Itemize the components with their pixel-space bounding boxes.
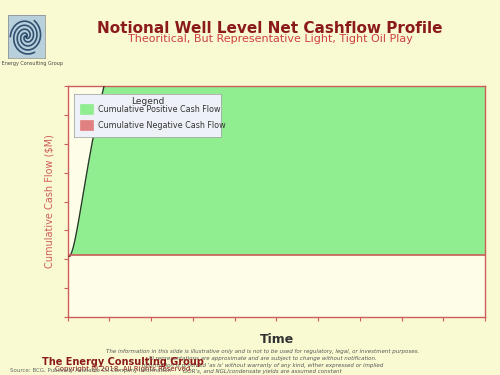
Bar	[80, 120, 93, 130]
Text: Copyright @ 2018. All Rights Reserved: Copyright @ 2018. All Rights Reserved	[55, 366, 190, 372]
Text: Time: Time	[260, 333, 294, 346]
Bar	[80, 104, 93, 114]
Text: The information in this slide is illustrative only and is not to be used for reg: The information in this slide is illustr…	[106, 350, 419, 374]
Y-axis label: Cumulative Cash Flow ($M): Cumulative Cash Flow ($M)	[44, 135, 54, 268]
Text: Notional Well Level Net Cashflow Profile: Notional Well Level Net Cashflow Profile	[97, 21, 443, 36]
Text: Source: BCG, Publically Available Oil Company Information: Source: BCG, Publically Available Oil Co…	[10, 368, 171, 373]
Text: Legend: Legend	[131, 97, 164, 106]
Text: Cumulative Negative Cash Flow: Cumulative Negative Cash Flow	[98, 121, 225, 130]
Text: Theoritical, But Representative Light, Tight Oil Play: Theoritical, But Representative Light, T…	[128, 34, 412, 44]
Text: The Energy Consulting Group: The Energy Consulting Group	[42, 357, 203, 367]
Text: Cumulative Positive Cash Flow: Cumulative Positive Cash Flow	[98, 105, 220, 114]
Text: The Energy Consulting Group: The Energy Consulting Group	[0, 61, 64, 66]
